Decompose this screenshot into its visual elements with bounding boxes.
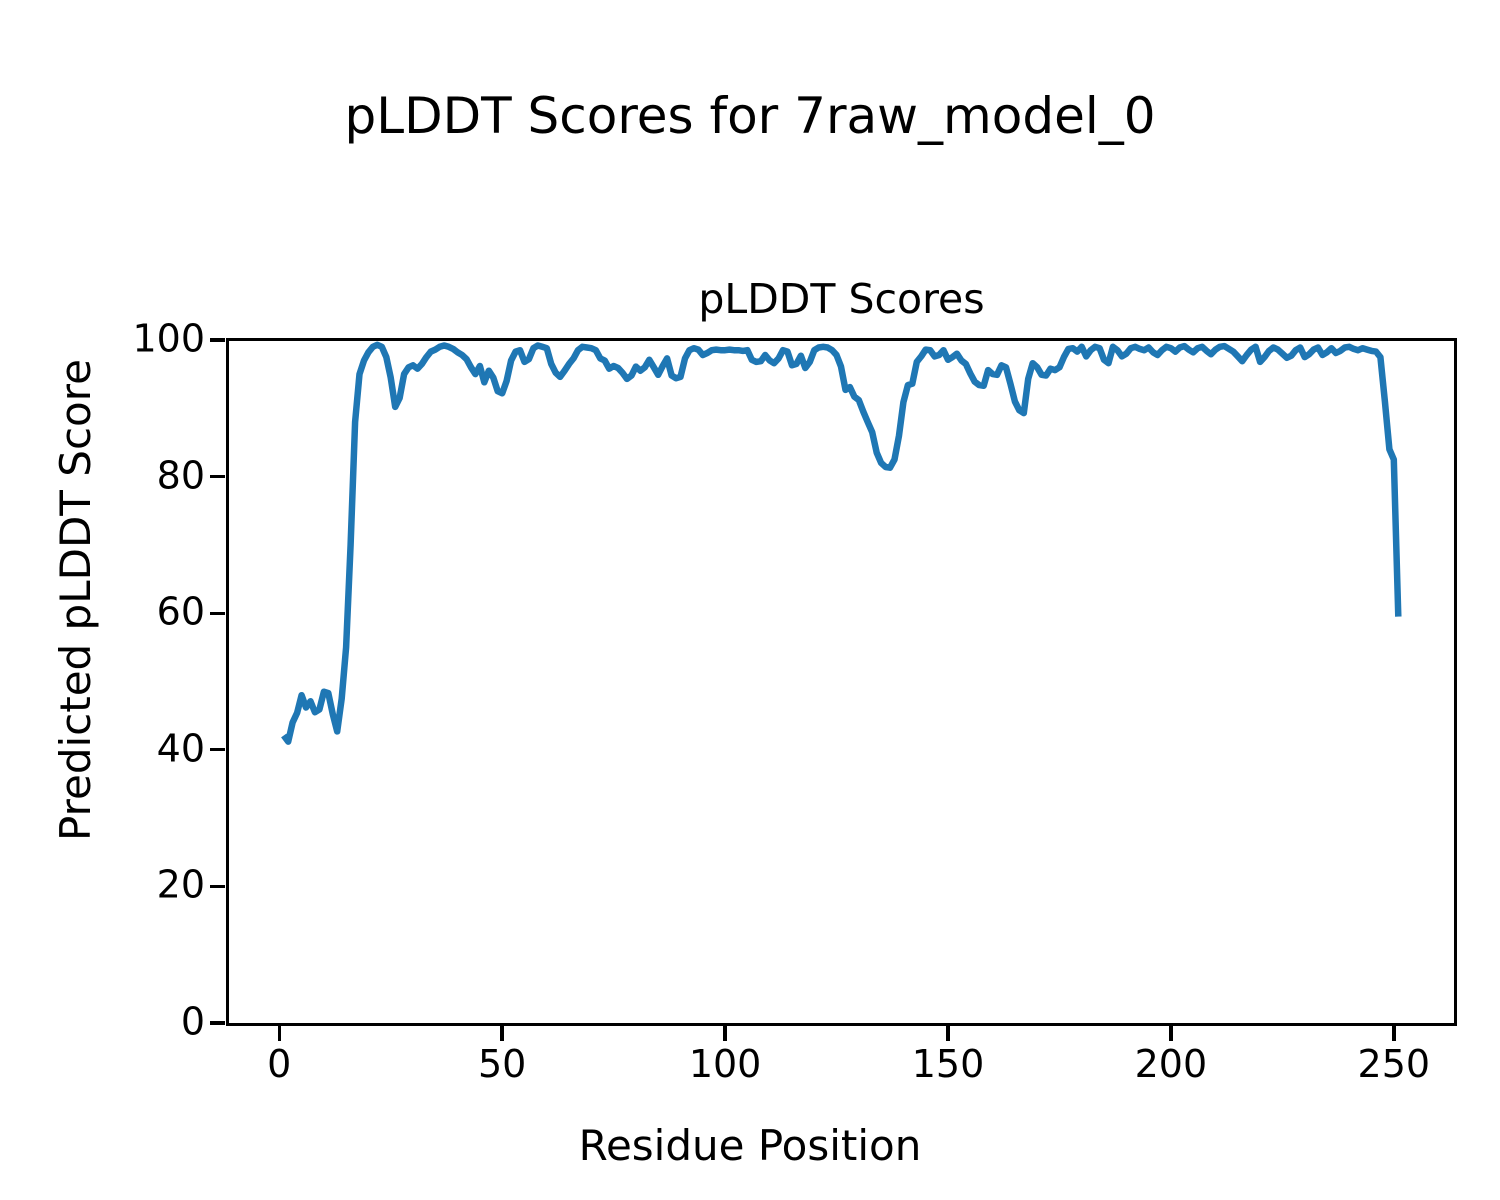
x-tick-label: 250 — [1357, 1042, 1431, 1086]
x-axis-label: Residue Position — [578, 1121, 922, 1170]
x-tick-label: 200 — [1134, 1042, 1208, 1086]
y-tick-label: 40 — [156, 726, 205, 771]
x-tick-label: 50 — [477, 1042, 527, 1086]
y-tick-mark — [210, 474, 225, 479]
plot-area — [226, 338, 1457, 1026]
y-tick-mark — [210, 611, 225, 615]
y-tick-label: 0 — [180, 999, 205, 1044]
y-tick-mark — [210, 884, 225, 889]
x-tick-label: 150 — [911, 1042, 985, 1086]
x-tick-mark — [723, 1026, 727, 1041]
y-tick-mark — [210, 338, 225, 342]
y-tick-label: 100 — [132, 316, 205, 361]
x-tick-label: 0 — [267, 1042, 292, 1086]
y-tick-label: 60 — [156, 589, 205, 634]
x-tick-mark — [1392, 1026, 1396, 1041]
y-axis-label: Predicted pLDDT Score — [50, 359, 100, 841]
y-tick-mark — [210, 748, 225, 752]
x-tick-label: 100 — [688, 1042, 762, 1086]
axes-title: pLDDT Scores — [698, 275, 985, 323]
y-tick-label: 80 — [156, 452, 205, 497]
x-tick-mark — [277, 1026, 281, 1041]
y-tick-label: 20 — [156, 862, 205, 907]
plddt-score-line — [281, 341, 1402, 745]
x-tick-mark — [946, 1026, 950, 1041]
x-tick-mark — [1169, 1026, 1173, 1041]
y-tick-mark — [210, 1021, 225, 1025]
x-tick-mark — [500, 1026, 504, 1041]
figure-title: pLDDT Scores for 7raw_model_0 — [344, 87, 1156, 145]
